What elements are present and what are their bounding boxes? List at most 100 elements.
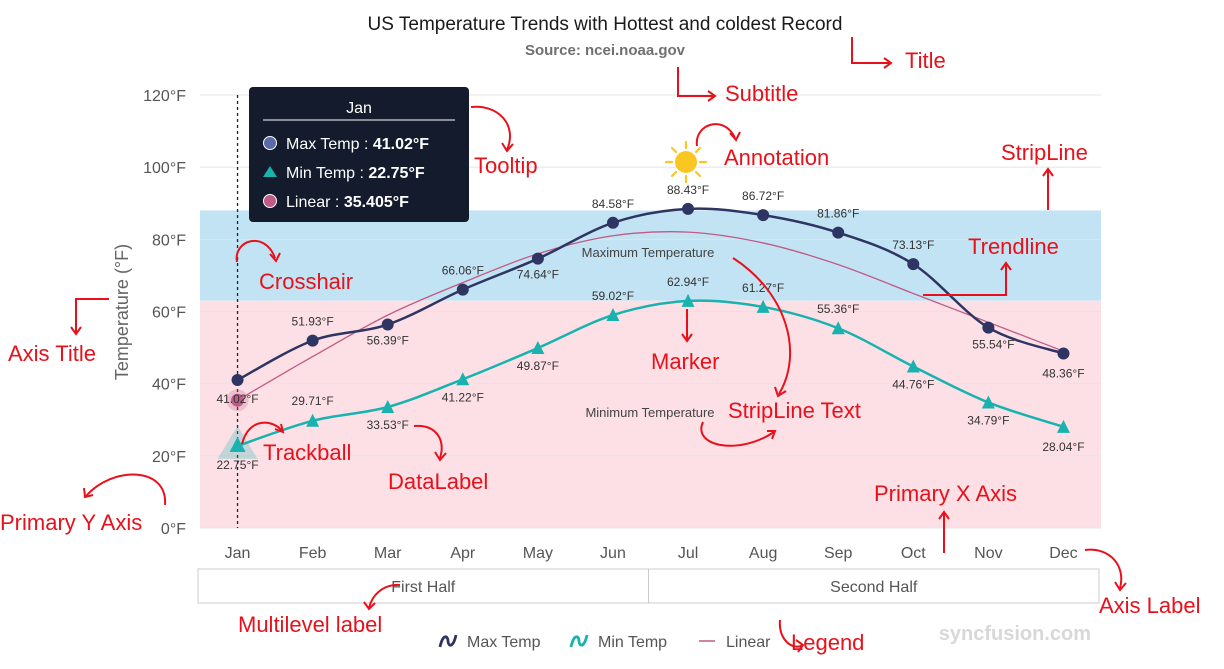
- multilevel-label: First Half: [391, 579, 456, 596]
- data-label: 48.36°F: [1042, 367, 1084, 381]
- x-axis[interactable]: Jan Feb Mar Apr May Jun Jul Aug Sep Oct Nov Dec: [225, 545, 1078, 562]
- callout-trackball-text: Trackball: [263, 440, 351, 465]
- marker-max-temp[interactable]: [982, 321, 995, 334]
- marker-max-temp[interactable]: [306, 334, 319, 347]
- marker-max-temp[interactable]: [832, 226, 845, 239]
- marker-min-temp[interactable]: [681, 293, 695, 307]
- marker-min-temp[interactable]: [1056, 419, 1070, 433]
- marker-min-temp[interactable]: [531, 341, 545, 355]
- data-label: 86.72°F: [742, 189, 784, 203]
- marker-max-temp[interactable]: [531, 252, 544, 265]
- x-tick-label-oct: Oct: [901, 545, 926, 562]
- x-tick-label-sep: Sep: [824, 545, 853, 562]
- x-tick-label-dec: Dec: [1049, 545, 1077, 562]
- data-label: 74.64°F: [517, 268, 559, 282]
- callout-primary-y-axis: Primary Y Axis: [0, 473, 167, 535]
- callout-tooltip-text: Tooltip: [474, 153, 538, 178]
- y-tick-label: 60°F: [152, 305, 186, 322]
- legend-item-min-temp[interactable]: Min Temp: [569, 634, 667, 651]
- callout-legend-text: Legend: [791, 630, 864, 655]
- chart-title: US Temperature Trends with Hottest and c…: [368, 14, 843, 35]
- data-label: 41.22°F: [442, 390, 484, 404]
- callout-title: Title: [851, 37, 946, 73]
- callout-multilevel-label: Multilevel label: [238, 583, 401, 637]
- callout-title-text: Title: [905, 48, 946, 73]
- legend-item-max-temp[interactable]: Max Temp: [438, 634, 541, 651]
- data-label: 88.43°F: [667, 183, 709, 197]
- callout-axis-title-text: Axis Title: [8, 341, 96, 366]
- legend-label: Min Temp: [598, 634, 667, 651]
- data-label: 22.75°F: [216, 458, 258, 472]
- multilevel-box: [648, 568, 1100, 604]
- marker-max-temp[interactable]: [1057, 347, 1070, 360]
- y-tick-label: 100°F: [143, 160, 186, 177]
- x-tick-label-aug: Aug: [749, 545, 777, 562]
- data-label: 41.02°F: [216, 392, 258, 406]
- data-label: 59.02°F: [592, 289, 634, 303]
- marker-min-temp[interactable]: [381, 400, 395, 414]
- stripline-text-min: Minimum Temperature: [585, 405, 714, 420]
- callout-trackball: Trackball: [241, 421, 351, 465]
- marker-max-temp[interactable]: [231, 373, 244, 386]
- data-label: 55.54°F: [972, 338, 1014, 352]
- legend[interactable]: Max Temp Min Temp Linear: [438, 634, 771, 651]
- callout-stripline-text: StripLine Text: [700, 257, 861, 447]
- callout-subtitle-text: Subtitle: [725, 81, 798, 106]
- data-label: 34.79°F: [967, 413, 1009, 427]
- callout-multilevel-label-text: Multilevel label: [238, 612, 382, 637]
- x-tick-label-may: May: [523, 545, 553, 562]
- data-label: 81.86°F: [817, 207, 859, 221]
- callout-marker: Marker: [651, 309, 719, 374]
- callout-stripline: StripLine: [1001, 140, 1088, 210]
- data-label-layer: 41.02°F 51.93°F 56.39°F 66.06°F 74.64°F 84.58…: [216, 183, 1084, 472]
- series-line-max-temp: [236, 207, 1064, 382]
- data-label: 55.36°F: [817, 302, 859, 316]
- callout-stripline-text-label: StripLine Text: [728, 398, 861, 423]
- callout-trendline: Trendline: [923, 234, 1059, 296]
- marker-min-temp[interactable]: [906, 359, 920, 373]
- callout-datalabel-text: DataLabel: [388, 469, 488, 494]
- multilevel-label: Second Half: [830, 579, 918, 596]
- marker-min-temp[interactable]: [606, 308, 620, 322]
- tooltip-row-value: 22.75°F: [368, 165, 424, 182]
- x-tick-label-jul: Jul: [678, 545, 698, 562]
- callout-legend: Legend: [778, 619, 864, 655]
- marker-max-temp[interactable]: [606, 216, 619, 229]
- marker-min-temp[interactable]: [831, 321, 845, 335]
- trackball-marker-min-temp: [229, 436, 246, 452]
- tooltip: Jan Max Temp : 41.02°F Min Temp : 22.75°F…: [249, 87, 469, 222]
- stripline-text-layer: Maximum Temperature Minimum Temperature: [582, 245, 715, 420]
- marker-max-temp[interactable]: [381, 318, 394, 331]
- legend-item-linear[interactable]: Linear: [699, 634, 771, 651]
- data-label: 44.76°F: [892, 377, 934, 391]
- marker-max-temp[interactable]: [682, 202, 695, 215]
- tooltip-marker-circle: [263, 194, 277, 208]
- callout-primary-y-axis-text: Primary Y Axis: [0, 510, 142, 535]
- callout-subtitle: Subtitle: [677, 67, 798, 106]
- callout-crosshair: Crosshair: [235, 239, 353, 294]
- series-layer[interactable]: [231, 202, 1070, 452]
- callout-axis-label: Axis Label: [1084, 548, 1201, 618]
- data-label: 61.27°F: [742, 281, 784, 295]
- y-tick-label: 40°F: [152, 377, 186, 394]
- marker-max-temp[interactable]: [456, 283, 469, 296]
- marker-min-temp[interactable]: [306, 413, 320, 427]
- data-label: 51.93°F: [292, 315, 334, 329]
- legend-symbol: [438, 634, 458, 648]
- marker-min-temp[interactable]: [456, 372, 470, 386]
- marker-max-temp[interactable]: [907, 258, 920, 271]
- stripline-text-max: Maximum Temperature: [582, 245, 715, 260]
- tooltip-row-label: Min Temp : 22.75°F: [286, 165, 425, 182]
- tooltip-marker-triangle: [263, 166, 277, 177]
- marker-max-temp[interactable]: [757, 209, 770, 222]
- data-label: 73.13°F: [892, 238, 934, 252]
- marker-min-temp[interactable]: [981, 395, 995, 409]
- marker-min-temp[interactable]: [756, 299, 770, 313]
- data-label: 62.94°F: [667, 275, 709, 289]
- legend-label: Linear: [726, 634, 771, 651]
- grid-layer: [200, 94, 1101, 529]
- callout-tooltip: Tooltip: [470, 105, 538, 178]
- data-label: 28.04°F: [1042, 440, 1084, 454]
- watermark-text: syncfusion.com: [939, 623, 1091, 645]
- stripline-band-0: [200, 210, 1101, 301]
